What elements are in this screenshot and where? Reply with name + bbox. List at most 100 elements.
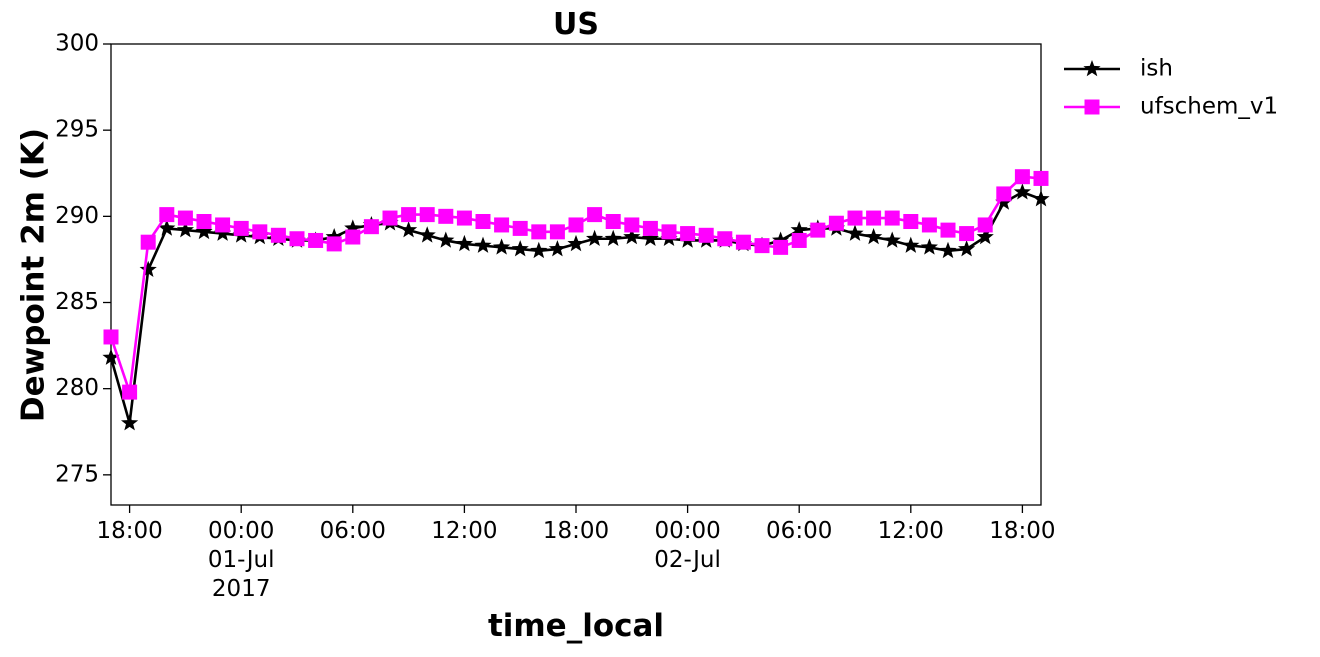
star-marker — [883, 231, 901, 248]
square-marker — [1033, 170, 1049, 186]
square-marker — [549, 224, 565, 240]
star-marker — [437, 231, 455, 248]
star-marker — [455, 234, 473, 252]
legend-item: ufschem_v1 — [1064, 94, 1278, 120]
legend-marker — [1083, 60, 1101, 77]
x-tick-label: 12:00 — [878, 518, 944, 544]
square-marker — [996, 186, 1012, 202]
star-marker — [939, 241, 957, 259]
x-tick-label: 18:00 — [96, 518, 162, 544]
square-marker — [270, 227, 286, 243]
square-marker — [401, 207, 417, 223]
x-tick-label: 12:00 — [431, 518, 497, 544]
square-marker — [438, 208, 454, 224]
star-marker — [139, 260, 157, 277]
square-marker — [642, 220, 658, 236]
square-marker — [531, 224, 547, 240]
square-marker — [624, 217, 640, 233]
star-marker — [772, 231, 790, 248]
square-marker — [977, 217, 993, 233]
square-marker — [382, 210, 398, 226]
y-tick-label: 290 — [55, 203, 99, 229]
square-marker — [940, 222, 956, 238]
star-marker — [604, 229, 622, 246]
square-marker — [661, 224, 677, 240]
star-marker — [976, 228, 994, 245]
square-marker — [884, 210, 900, 226]
star-marker — [548, 240, 566, 257]
square-marker — [754, 238, 770, 254]
square-marker — [717, 231, 733, 247]
square-marker — [568, 217, 584, 233]
star-marker — [474, 236, 492, 253]
legend-marker — [1084, 99, 1100, 115]
square-marker — [494, 217, 510, 233]
star-marker — [102, 348, 120, 365]
square-marker — [475, 214, 491, 230]
star-marker — [344, 219, 362, 236]
y-tick-label: 300 — [55, 31, 99, 57]
square-marker — [159, 207, 175, 223]
x-tick-label: 18:00 — [989, 518, 1055, 544]
chart-title: US — [553, 7, 599, 42]
square-marker — [326, 236, 342, 252]
square-marker — [773, 239, 789, 255]
square-marker — [587, 207, 603, 223]
square-marker — [680, 226, 696, 242]
square-marker — [605, 214, 621, 230]
square-marker — [252, 224, 268, 240]
square-marker — [921, 217, 937, 233]
square-marker — [233, 220, 249, 236]
star-marker — [400, 221, 418, 238]
square-marker — [308, 232, 324, 248]
star-marker — [920, 238, 938, 255]
star-marker — [511, 240, 529, 257]
square-marker — [828, 215, 844, 231]
star-marker — [567, 234, 585, 252]
square-marker — [810, 222, 826, 238]
plot-frame — [110, 43, 1042, 506]
square-marker — [419, 207, 435, 223]
square-marker — [345, 229, 361, 245]
legend-label: ufschem_v1 — [1140, 94, 1278, 120]
square-marker — [103, 329, 119, 345]
star-marker — [790, 221, 808, 238]
square-marker — [903, 214, 919, 230]
legend-item: ish — [1064, 56, 1173, 82]
square-marker — [140, 234, 156, 250]
y-tick-label: 275 — [55, 461, 99, 487]
star-marker — [958, 240, 976, 257]
star-marker — [846, 224, 864, 241]
y-tick-label: 280 — [55, 375, 99, 401]
square-marker — [959, 226, 975, 242]
square-marker — [122, 384, 138, 400]
y-tick-label: 285 — [55, 289, 99, 315]
square-marker — [456, 210, 472, 226]
x-tick-label: 06:00 — [320, 518, 386, 544]
star-marker — [195, 222, 213, 240]
square-marker — [512, 220, 528, 236]
star-marker — [1032, 190, 1050, 207]
star-marker — [623, 228, 641, 245]
square-marker — [847, 210, 863, 226]
star-marker — [586, 229, 604, 246]
star-marker — [214, 224, 232, 241]
y-axis-label: Dewpoint 2m (K) — [16, 128, 52, 422]
x-tick-label: 06:00 — [766, 518, 832, 544]
x-tick-label: 18:00 — [543, 518, 609, 544]
y-tick-label: 295 — [55, 117, 99, 143]
square-marker — [698, 227, 714, 243]
star-marker — [865, 228, 883, 245]
star-marker — [995, 193, 1013, 210]
square-marker — [215, 217, 231, 233]
x-axis-label: time_local — [488, 608, 664, 644]
star-marker — [641, 229, 659, 246]
star-marker — [418, 226, 436, 243]
square-marker — [791, 232, 807, 248]
square-marker — [866, 210, 882, 226]
legend-label: ish — [1140, 56, 1173, 82]
square-marker — [363, 219, 379, 235]
star-marker — [493, 238, 511, 255]
